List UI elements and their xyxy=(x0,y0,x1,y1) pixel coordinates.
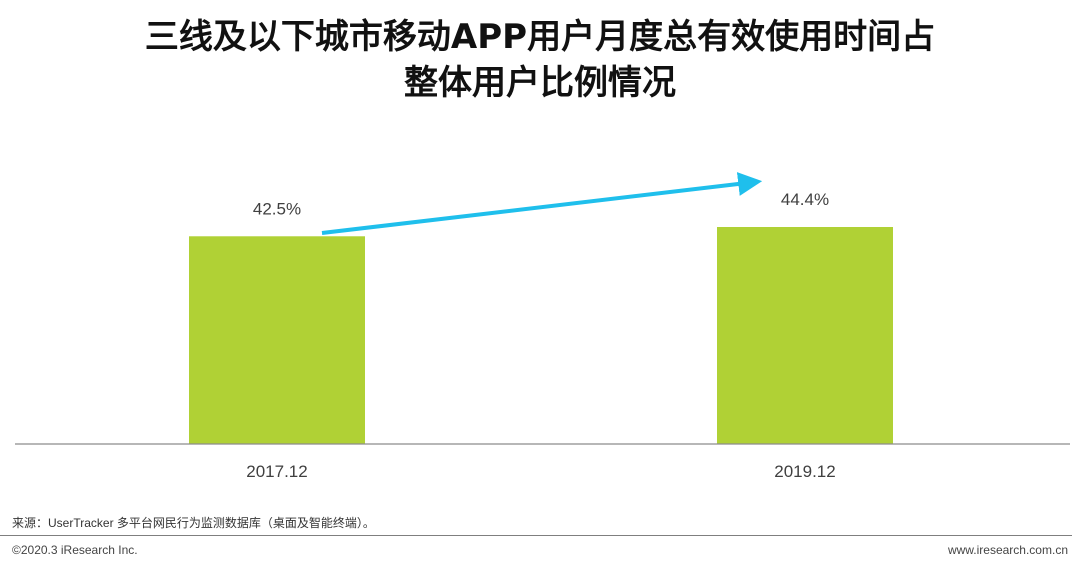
chart-title-line-1: 三线及以下城市移动APP用户月度总有效使用时间占 xyxy=(144,17,936,57)
footer-divider xyxy=(0,535,1072,536)
value-label-2019.12: 44.4% xyxy=(781,190,829,209)
chart-title: 三线及以下城市移动APP用户月度总有效使用时间占 整体用户比例情况 xyxy=(0,14,1080,106)
source-note: 来源：UserTracker 多平台网民行为监测数据库（桌面及智能终端）。 xyxy=(12,516,375,530)
bar-2017.12 xyxy=(189,236,365,444)
copyright-text: ©2020.3 iResearch Inc. xyxy=(12,543,138,557)
website-text: www.iresearch.com.cn xyxy=(947,543,1068,557)
bar-2019.12 xyxy=(717,227,893,444)
value-label-2017.12: 42.5% xyxy=(253,199,301,218)
x-tick-label-2019.12: 2019.12 xyxy=(774,462,835,481)
x-tick-label-2017.12: 2017.12 xyxy=(246,462,307,481)
trend-arrow xyxy=(321,172,763,235)
chart-title-line-2: 整体用户比例情况 xyxy=(404,63,676,103)
